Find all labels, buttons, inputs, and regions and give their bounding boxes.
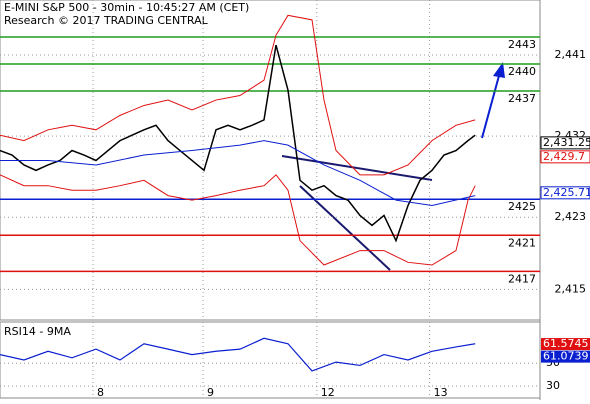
price-tag [540, 136, 590, 150]
rsi-tick-label: 30 [546, 379, 560, 392]
rsi-frame [0, 321, 541, 399]
trendline [299, 185, 391, 271]
arrow-head [493, 62, 505, 78]
price-tag-label: 2,425.71 [543, 186, 590, 199]
y-tick-label: 2,441 [555, 48, 587, 61]
trendline [281, 155, 433, 181]
level-label: 2425 [508, 200, 536, 213]
level-label: 2417 [508, 272, 536, 285]
level-label: 2421 [508, 236, 536, 249]
rsi-tag [541, 338, 590, 351]
series-line [0, 140, 476, 207]
x-tick-label: 8 [97, 386, 104, 399]
y-tick-label: 2,415 [555, 282, 587, 295]
price-tag [540, 150, 590, 164]
trendlines [281, 62, 505, 271]
rsi-tag-label: 61.5745 [543, 337, 589, 350]
price-tag-label: 2,429.7 [543, 150, 585, 163]
rsi-tag-label: 61.0739 [543, 350, 589, 363]
arrow [481, 71, 501, 139]
x-tick-label: 13 [434, 386, 448, 399]
series-line [0, 44, 476, 243]
chart-subtitle: Research © 2017 TRADING CENTRAL [4, 14, 209, 27]
series-line [0, 174, 476, 266]
level-label: 2443 [508, 38, 536, 51]
x-tick-label: 12 [321, 386, 335, 399]
series-line [0, 14, 476, 176]
price-tag-label: 2,431.25 [543, 136, 590, 149]
series-line [0, 337, 476, 372]
price-tag [540, 186, 590, 200]
chart-title: E-MINI S&P 500 - 30min - 10:45:27 AM (CE… [4, 1, 249, 14]
level-label: 2437 [508, 92, 536, 105]
level-label: 2440 [508, 65, 536, 78]
rsi-title: RSI14 - 9MA [4, 325, 71, 338]
x-tick-label: 9 [207, 386, 214, 399]
y-tick-label: 2,423 [555, 210, 587, 223]
rsi-tag [541, 350, 590, 363]
